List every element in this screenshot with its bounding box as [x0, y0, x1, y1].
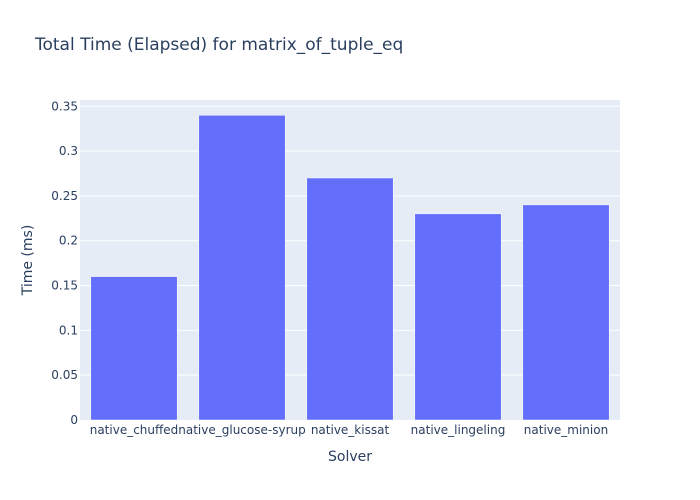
x-axis-title: Solver	[328, 449, 372, 465]
y-tick-label: 0.3	[59, 144, 78, 158]
x-tick-label: native_lingeling	[411, 423, 506, 437]
x-tick-label: native_glucose-syrup	[178, 423, 305, 437]
y-tick-label: 0	[70, 413, 78, 427]
y-tick-label: 0.25	[51, 189, 78, 203]
y-tick-label: 0.35	[51, 99, 78, 113]
bar-native_minion[interactable]	[522, 204, 610, 421]
bars	[90, 114, 610, 421]
bar-native_kissat[interactable]	[306, 177, 394, 421]
x-tick-label: native_kissat	[311, 423, 390, 437]
x-tick-label: native_minion	[524, 423, 608, 437]
y-axis-title: Time (ms)	[20, 225, 36, 297]
x-axis-ticks: native_chuffed native_glucose-syrup native…	[90, 423, 608, 437]
y-tick-label: 0.15	[51, 279, 78, 293]
bar-native_chuffed[interactable]	[90, 276, 178, 421]
y-tick-label: 0.05	[51, 368, 78, 382]
x-tick-label: native_chuffed	[90, 423, 179, 437]
y-tick-label: 0.2	[59, 234, 78, 248]
y-axis-ticks: 0 0.05 0.1 0.15 0.2 0.25 0.3 0.35	[51, 99, 78, 427]
bar-native_lingeling[interactable]	[414, 213, 502, 421]
chart-title: Total Time (Elapsed) for matrix_of_tuple…	[34, 35, 403, 55]
bar-native_glucose-syrup[interactable]	[198, 114, 286, 421]
y-tick-label: 0.1	[59, 323, 78, 337]
